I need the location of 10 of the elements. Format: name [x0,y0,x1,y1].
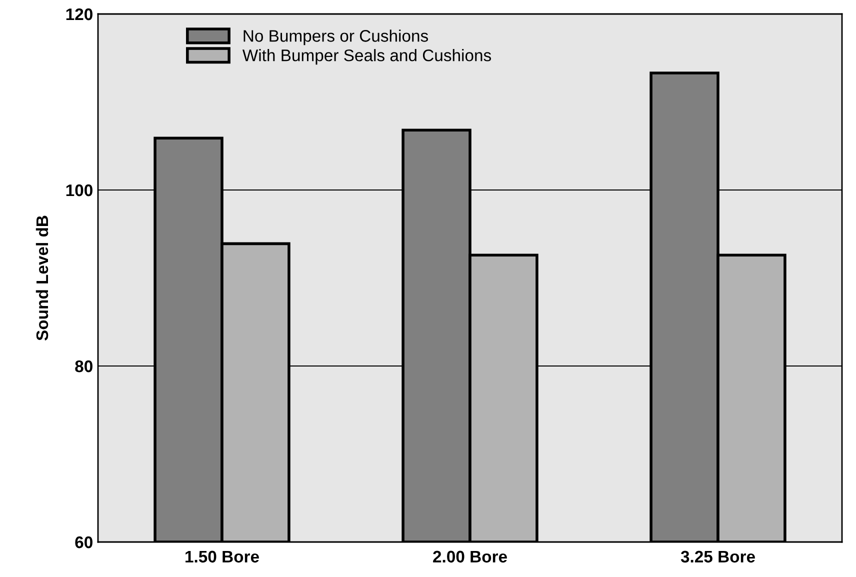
x-tick-label: 2.00 Bore [433,550,507,563]
x-tick-label: 1.50 Bore [186,550,259,563]
y-tick-label: 100 [66,184,92,196]
legend-label: No Bumpers or Cushions [244,30,428,46]
legend-label: With Bumper Seals and Cushions [242,49,491,65]
y-tick-label: 120 [66,8,92,20]
y-tick-label: 80 [75,360,92,372]
y-tick-label: 60 [75,536,92,548]
y-axis-title: Sound Level dB [36,216,48,340]
x-tick-label: 3.25 Bore [680,550,755,563]
